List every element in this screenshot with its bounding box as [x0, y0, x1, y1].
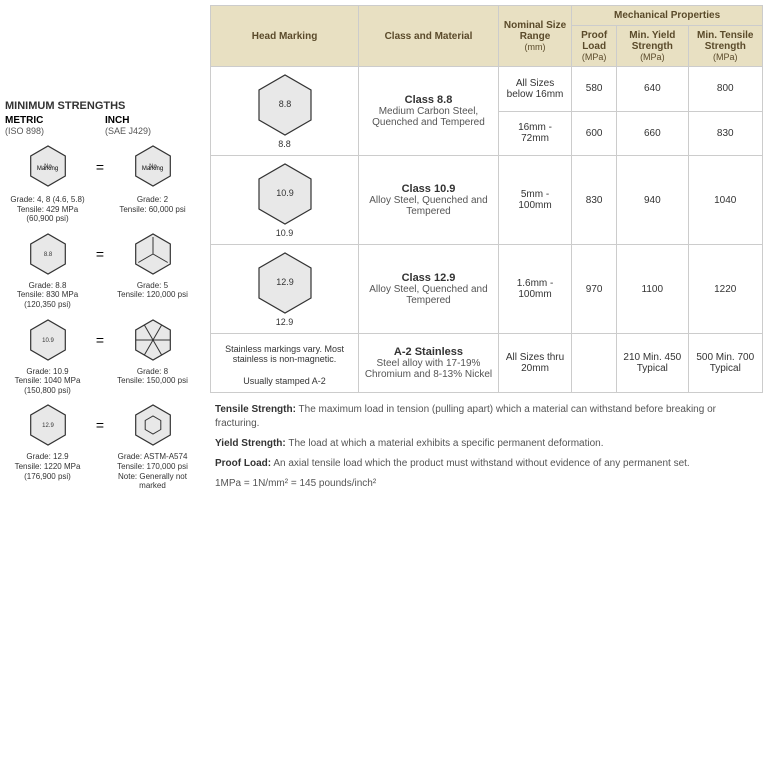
inch-cell	[110, 232, 195, 276]
proof-cell: 830	[572, 156, 617, 245]
proof-cell: 970	[572, 245, 617, 334]
th-proof: Proof Load(MPa)	[572, 26, 617, 67]
svg-text:12.9: 12.9	[42, 423, 54, 429]
proof-cell: 600	[572, 111, 617, 156]
definitions: Tensile Strength: The maximum load in te…	[210, 403, 763, 491]
th-mechanical: Mechanical Properties	[572, 6, 763, 26]
left-title: MINIMUM STRENGTHS	[5, 100, 205, 112]
th-head-marking: Head Marking	[211, 6, 359, 67]
yield-cell: 640	[617, 67, 688, 112]
svg-text:10.9: 10.9	[42, 338, 54, 344]
svg-text:12.9: 12.9	[276, 277, 294, 287]
tensile-cell: 830	[688, 111, 762, 156]
table-row: 8.88.8Class 8.8Medium Carbon Steel, Quen…	[211, 67, 763, 112]
inch-header: INCH (SAE J429)	[105, 115, 205, 136]
hexagon-icon	[131, 403, 175, 447]
hexagon-icon: 12.9	[26, 403, 70, 447]
svg-text:8.8: 8.8	[43, 252, 52, 258]
svg-text:10.9: 10.9	[276, 188, 294, 198]
head-marking-cell: 8.88.8	[211, 67, 359, 156]
hexagon-icon	[131, 232, 175, 276]
equals-sign: =	[90, 159, 110, 175]
inch-cell	[110, 318, 195, 362]
comparison-labels: Grade: 8.8Tensile: 830 MPa(120,350 psi) …	[5, 279, 205, 310]
th-yield: Min. Yield Strength(MPa)	[617, 26, 688, 67]
tensile-cell: 500 Min. 700 Typical	[688, 334, 762, 393]
hexagon-icon: 8.8	[253, 73, 317, 137]
yield-cell: 210 Min. 450 Typical	[617, 334, 688, 393]
size-cell: 16mm - 72mm	[498, 111, 571, 156]
inch-cell: No Marking	[110, 144, 195, 190]
head-marking-cell: Stainless markings vary. Most stainless …	[211, 334, 359, 393]
metric-header: METRIC (ISO 898)	[5, 115, 105, 136]
metric-label: Grade: 8.8Tensile: 830 MPa(120,350 psi)	[5, 281, 90, 310]
strength-table: Head Marking Class and Material Nominal …	[210, 5, 763, 393]
size-cell: 5mm - 100mm	[498, 156, 571, 245]
inch-label: Grade: 8Tensile: 150,000 psi	[110, 367, 195, 396]
inch-label: Grade: 5Tensile: 120,000 psi	[110, 281, 195, 310]
tensile-cell: 800	[688, 67, 762, 112]
th-size-range: Nominal Size Range (mm)	[498, 6, 571, 67]
right-panel: Head Marking Class and Material Nominal …	[210, 5, 763, 497]
size-cell: 1.6mm - 100mm	[498, 245, 571, 334]
class-material-cell: Class 8.8Medium Carbon Steel, Quenched a…	[359, 67, 499, 156]
hexagon-icon: 10.9	[26, 318, 70, 362]
def-conversion: 1MPa = 1N/mm² = 145 pounds/inch²	[215, 477, 758, 491]
proof-cell	[572, 334, 617, 393]
table-row: 10.910.9Class 10.9Alloy Steel, Quenched …	[211, 156, 763, 245]
class-material-cell: A-2 StainlessSteel alloy with 17-19% Chr…	[359, 334, 499, 393]
table-row: Stainless markings vary. Most stainless …	[211, 334, 763, 393]
def-tensile: Tensile Strength: The maximum load in te…	[215, 403, 758, 431]
comparison-row: No Marking = No Marking	[5, 144, 205, 190]
comparison-row: 10.9 =	[5, 318, 205, 362]
hexagon-icon	[131, 318, 175, 362]
left-panel: MINIMUM STRENGTHS METRIC (ISO 898) INCH …	[5, 5, 210, 497]
proof-cell: 580	[572, 67, 617, 112]
equals-sign: =	[90, 246, 110, 262]
th-class-material: Class and Material	[359, 6, 499, 67]
inch-label: Grade: ASTM-A574Tensile: 170,000 psiNote…	[110, 452, 195, 490]
inch-cell	[110, 403, 195, 447]
tensile-cell: 1040	[688, 156, 762, 245]
comparison-labels: Grade: 10.9Tensile: 1040 MPa(150,800 psi…	[5, 365, 205, 396]
hexagon-icon: 12.9	[253, 251, 317, 315]
svg-text:8.8: 8.8	[278, 99, 291, 109]
metric-label: Grade: 12.9Tensile: 1220 MPa(176,900 psi…	[5, 452, 90, 490]
tensile-cell: 1220	[688, 245, 762, 334]
size-cell: All Sizes below 16mm	[498, 67, 571, 112]
hexagon-icon: 10.9	[253, 162, 317, 226]
def-yield: Yield Strength: The load at which a mate…	[215, 437, 758, 451]
comparison-row: 12.9 =	[5, 403, 205, 447]
page-container: MINIMUM STRENGTHS METRIC (ISO 898) INCH …	[0, 0, 768, 502]
def-proof: Proof Load: An axial tensile load which …	[215, 457, 758, 471]
metric-cell: 8.8	[5, 232, 90, 276]
metric-cell: 10.9	[5, 318, 90, 362]
head-marking-cell: 10.910.9	[211, 156, 359, 245]
yield-cell: 1100	[617, 245, 688, 334]
yield-cell: 660	[617, 111, 688, 156]
metric-cell: No Marking	[5, 144, 90, 190]
head-marking-cell: 12.912.9	[211, 245, 359, 334]
th-tensile: Min. Tensile Strength(MPa)	[688, 26, 762, 67]
comparison-labels: Grade: 12.9Tensile: 1220 MPa(176,900 psi…	[5, 450, 205, 490]
yield-cell: 940	[617, 156, 688, 245]
hexagon-icon: 8.8	[26, 232, 70, 276]
class-material-cell: Class 12.9Alloy Steel, Quenched and Temp…	[359, 245, 499, 334]
equals-sign: =	[90, 417, 110, 433]
class-material-cell: Class 10.9Alloy Steel, Quenched and Temp…	[359, 156, 499, 245]
table-row: 12.912.9Class 12.9Alloy Steel, Quenched …	[211, 245, 763, 334]
comparison-labels: Grade: 4, 8 (4.6, 5.8)Tensile: 429 MPa(6…	[5, 193, 205, 224]
inch-label: Grade: 2Tensile: 60,000 psi	[110, 195, 195, 224]
metric-label: Grade: 4, 8 (4.6, 5.8)Tensile: 429 MPa(6…	[5, 195, 90, 224]
metric-label: Grade: 10.9Tensile: 1040 MPa(150,800 psi…	[5, 367, 90, 396]
size-cell: All Sizes thru 20mm	[498, 334, 571, 393]
metric-cell: 12.9	[5, 403, 90, 447]
equals-sign: =	[90, 332, 110, 348]
comparison-row: 8.8 =	[5, 232, 205, 276]
left-headers: METRIC (ISO 898) INCH (SAE J429)	[5, 115, 205, 136]
